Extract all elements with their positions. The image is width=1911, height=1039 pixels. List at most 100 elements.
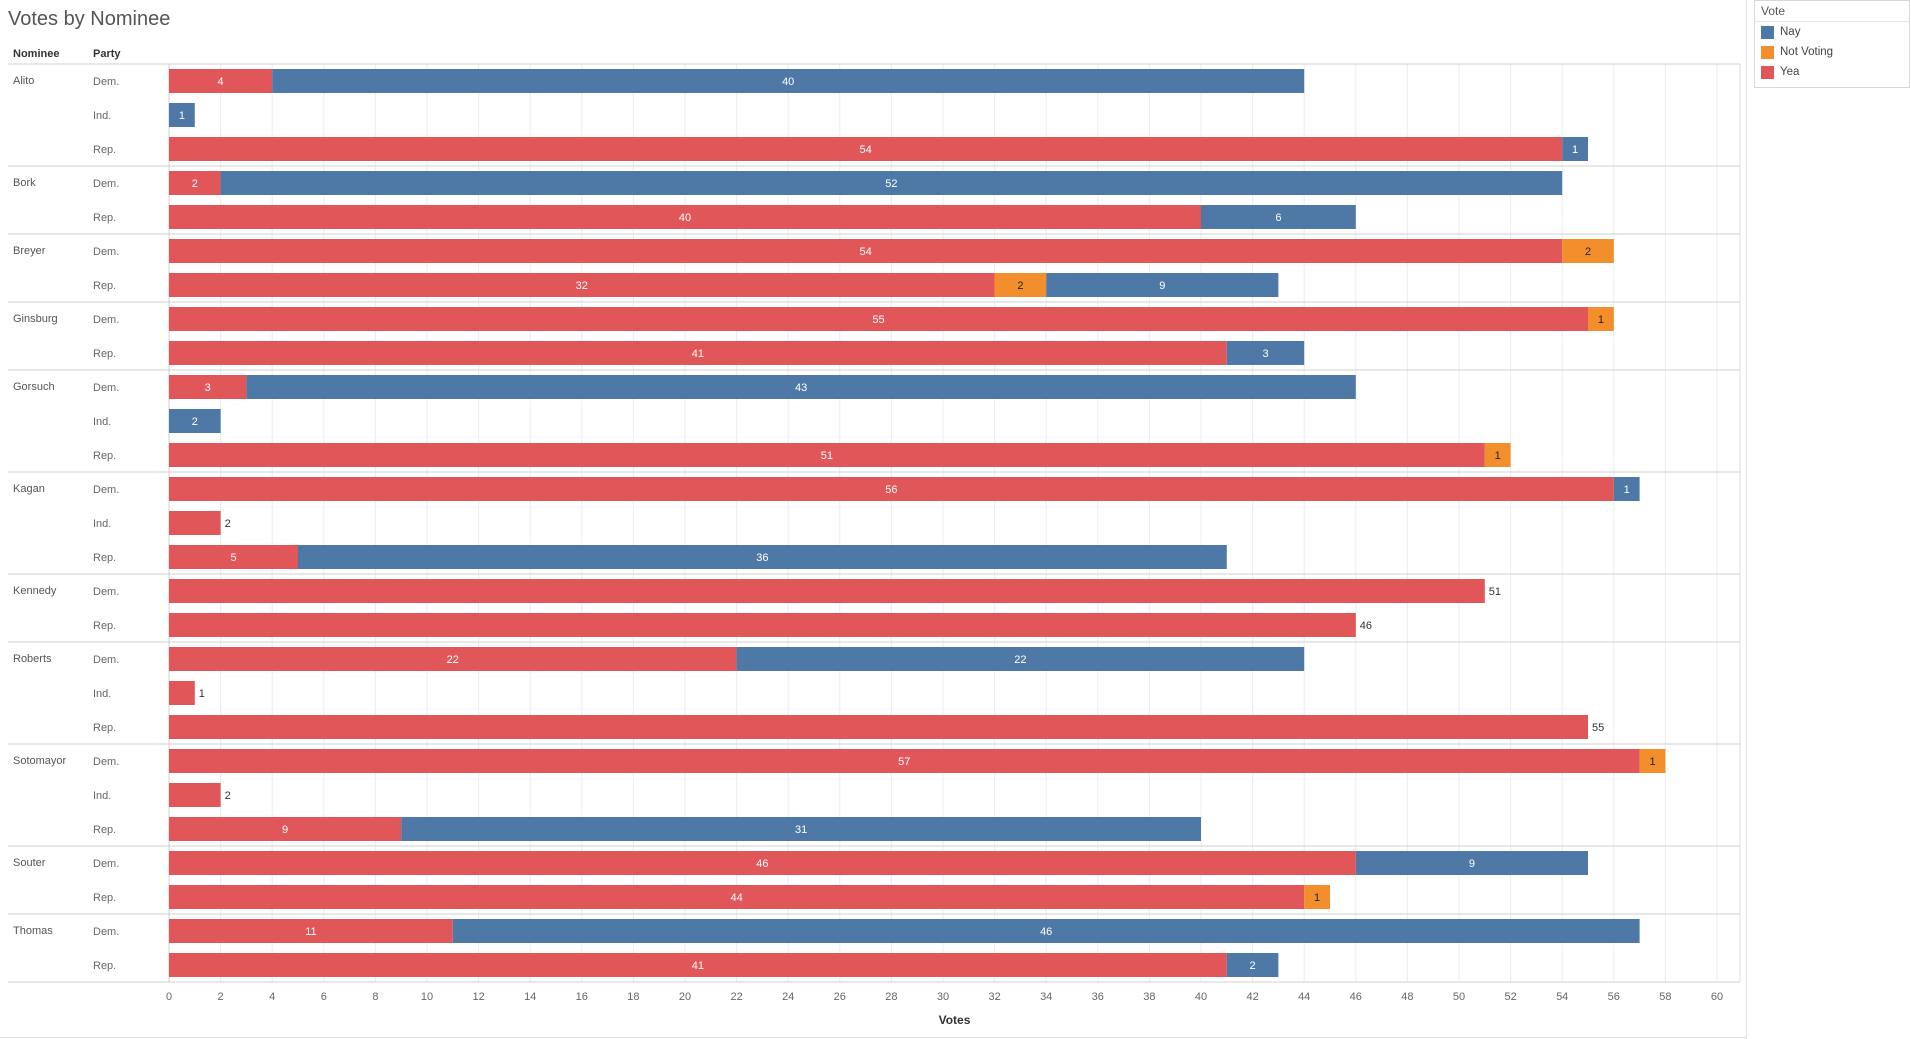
bar-segment-yea [169,953,1227,977]
bar-segment-nay [1201,205,1356,229]
data-label: 51 [821,450,833,462]
data-label: 41 [692,960,704,972]
bar-segment-yea [169,443,1485,467]
bar-segment-nay [169,103,195,127]
party-label: Dem. [93,586,119,598]
legend[interactable]: Vote Nay Not Voting Yea [1754,0,1910,88]
legend-item-nay[interactable]: Nay [1755,22,1909,42]
bar-segment-yea [169,273,995,297]
nominee-label-kagan: Kagan [13,483,45,495]
x-tick-label: 2 [218,991,224,1003]
data-label: 22 [447,654,459,666]
data-label: 32 [576,280,588,292]
data-label: 40 [782,76,794,88]
bar-segment-nay [169,409,221,433]
data-label: 2 [192,416,198,428]
x-tick-label: 6 [321,991,327,1003]
party-label: Dem. [93,76,119,88]
x-tick-label: 16 [576,991,588,1003]
bar-segment-nay [220,171,1563,195]
data-label: 46 [1360,620,1372,632]
bar-segment-yea [169,817,402,841]
data-label: 54 [859,144,871,156]
bar-segment-yea [169,783,221,807]
data-label: 9 [1469,858,1475,870]
data-label: 2 [1017,280,1023,292]
data-label: 5 [230,552,236,564]
nominee-label-bork: Bork [13,177,36,189]
party-label: Ind. [93,518,111,530]
data-label: 40 [679,212,691,224]
x-tick-label: 30 [937,991,949,1003]
party-label: Dem. [93,926,119,938]
bar-segment-nay [1613,477,1640,501]
x-tick-label: 8 [372,991,378,1003]
bar-segment-nay [1562,137,1588,161]
bottom-divider [0,1037,1746,1038]
data-label: 2 [1585,246,1591,258]
bar-segment-yea [169,919,453,943]
data-label: 3 [1262,348,1268,360]
party-label: Dem. [93,654,119,666]
bar-segment-yea [169,69,273,93]
party-label: Rep. [93,722,116,734]
x-axis-title: Votes [939,1013,971,1027]
data-label: 55 [1592,722,1604,734]
x-tick-label: 52 [1504,991,1516,1003]
data-label: 1 [1598,314,1604,326]
data-label: 3 [205,382,211,394]
data-label: 11 [305,926,316,938]
party-label: Rep. [93,620,116,632]
party-label: Rep. [93,892,116,904]
data-label: 4 [218,76,224,88]
legend-item-not-voting[interactable]: Not Voting [1755,42,1909,62]
party-label: Dem. [93,382,119,394]
party-label: Ind. [93,688,111,700]
nominee-label-souter: Souter [13,857,46,869]
data-label: 56 [885,484,897,496]
nominee-label-sotomayor: Sotomayor [13,755,67,767]
x-tick-label: 10 [421,991,433,1003]
bar-segment-not-voting [1304,885,1330,909]
bar-segment-yea [169,613,1356,637]
x-tick-label: 26 [834,991,846,1003]
legend-item-yea[interactable]: Yea [1755,62,1909,82]
data-label: 6 [1275,212,1281,224]
data-label: 52 [885,178,897,190]
bar-segment-nay [1046,273,1279,297]
nominee-column-header: Nominee [13,48,60,60]
legend-swatch-nay [1761,25,1774,39]
party-label: Ind. [93,416,111,428]
data-label: 46 [1040,926,1052,938]
data-label: 31 [795,824,807,836]
x-tick-label: 58 [1659,991,1671,1003]
party-label: Dem. [93,178,119,190]
x-tick-label: 60 [1711,991,1723,1003]
bar-segment-yea [169,137,1563,161]
bar-segment-not-voting [994,273,1047,297]
x-tick-label: 24 [782,991,794,1003]
data-label: 2 [1250,960,1256,972]
bar-segment-nay [1226,953,1279,977]
data-label: 54 [859,246,871,258]
bar-segment-nay [1355,851,1588,875]
data-label: 46 [756,858,768,870]
bar-segment-nay [1226,341,1305,365]
legend-label-not-voting: Not Voting [1780,46,1834,58]
party-label: Dem. [93,246,119,258]
data-label: 1 [1314,892,1320,904]
bar-segment-yea [169,239,1563,263]
party-label: Ind. [93,110,111,122]
party-label: Rep. [93,144,116,156]
legend-swatch-not-voting [1761,45,1774,59]
x-tick-label: 32 [988,991,1000,1003]
bar-segment-nay [401,817,1201,841]
party-label: Dem. [93,858,119,870]
x-tick-label: 12 [472,991,484,1003]
bar-segment-yea [169,511,221,535]
bar-segment-yea [169,375,247,399]
x-tick-label: 36 [1092,991,1104,1003]
nominee-label-alito: Alito [13,75,34,87]
x-tick-label: 46 [1350,991,1362,1003]
data-label: 2 [225,518,231,530]
